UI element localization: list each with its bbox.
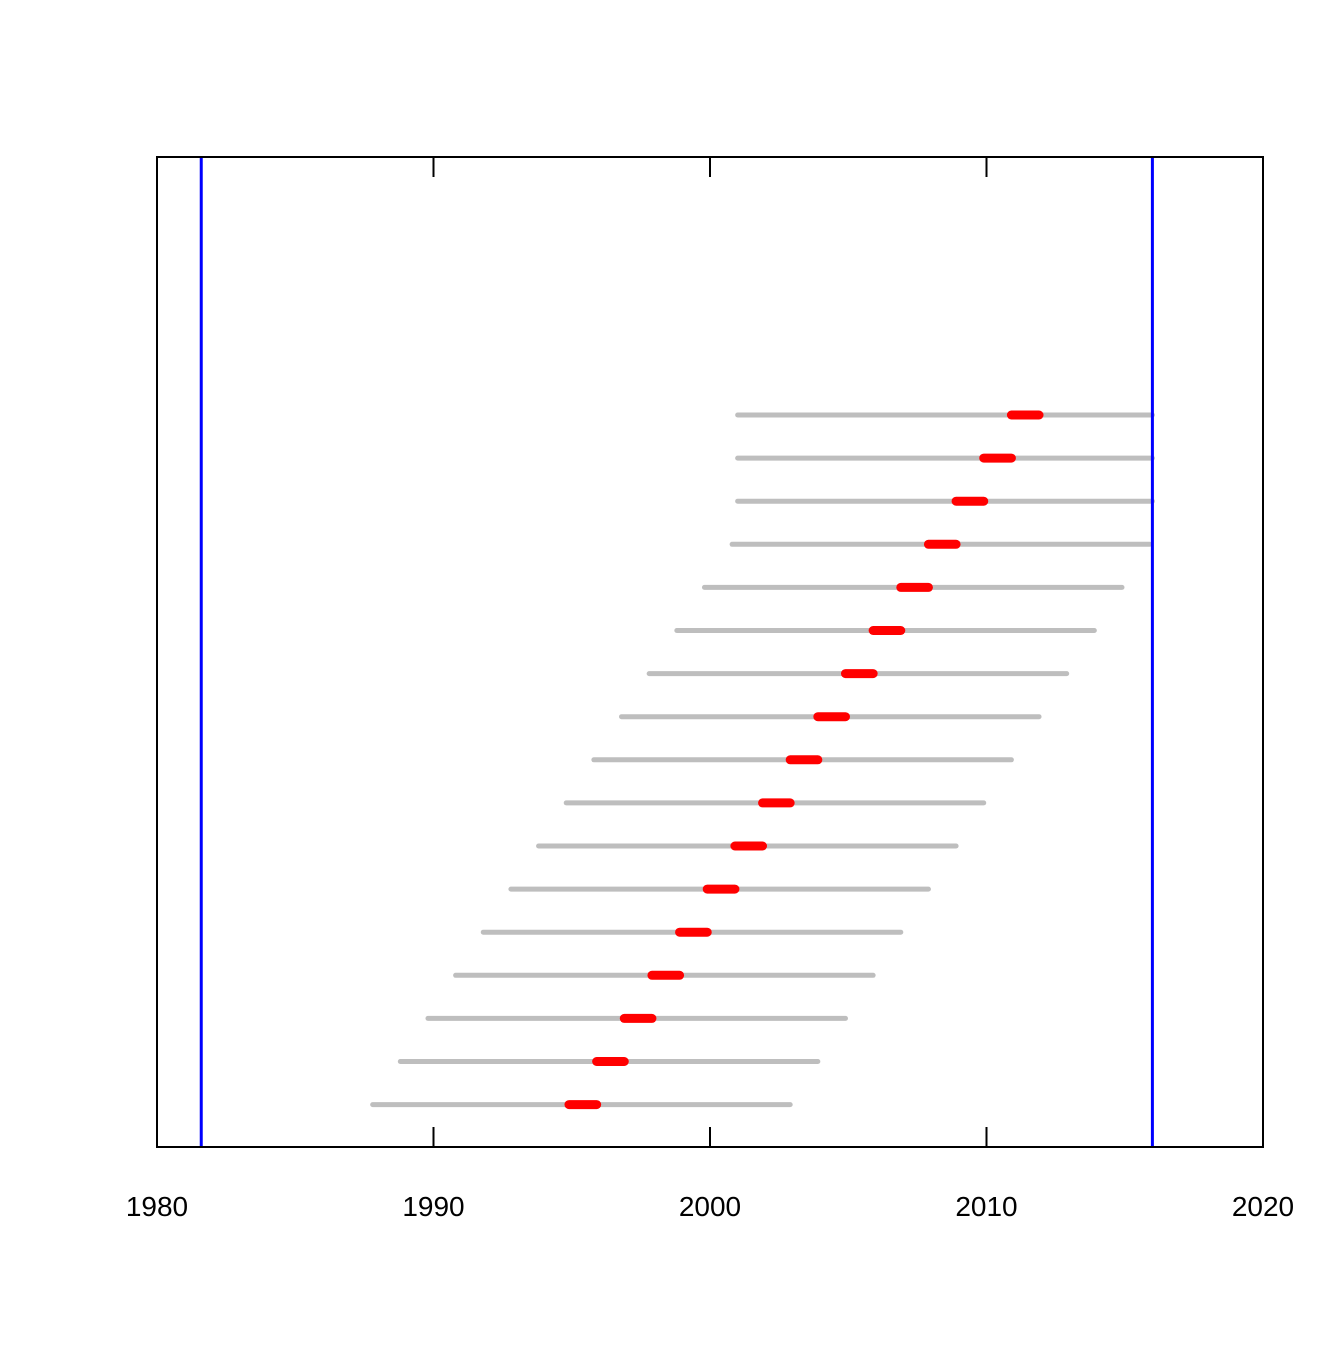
axes-layer: 1980 1990 2000 2010 2020 bbox=[126, 156, 1294, 1222]
x-tick-label: 2010 bbox=[955, 1191, 1017, 1222]
highlight-segments-layer bbox=[564, 410, 1044, 1110]
x-tick-label: 1980 bbox=[126, 1191, 188, 1222]
plot-frame bbox=[156, 156, 1264, 1148]
x-tick-label: 2000 bbox=[679, 1191, 741, 1222]
x-tick-label: 1990 bbox=[402, 1191, 464, 1222]
range-lines-layer bbox=[370, 412, 1155, 1108]
x-tick-label: 2020 bbox=[1232, 1191, 1294, 1222]
reference-lines-layer bbox=[199, 157, 1154, 1147]
